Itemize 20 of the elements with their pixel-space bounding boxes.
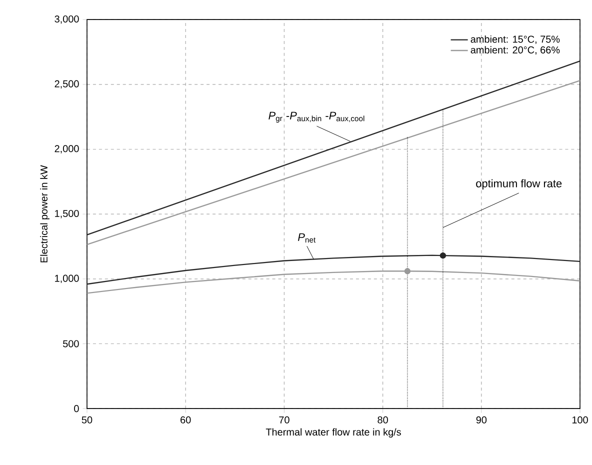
y-tick-label: 0 — [74, 405, 79, 412]
annotation: optimum flow rate — [476, 179, 562, 190]
x-axis-title: Thermal water flow rate in kg/s — [266, 428, 401, 438]
y-tick-label: 2,000 — [54, 145, 79, 154]
x-tick-label: 80 — [378, 416, 388, 424]
y-tick-label: 500 — [63, 340, 79, 348]
x-tick-label: 90 — [476, 416, 487, 424]
annotation: P$_{gr}$ -P$_{aux,bin}$ -P$_{aux,cool}$ — [268, 112, 364, 123]
y-tick-label: 2,500 — [54, 80, 79, 89]
y-axis-title: Electrical power in kW — [40, 165, 50, 262]
x-tick-label: 100 — [572, 416, 588, 424]
y-tick-label: 3,000 — [54, 15, 79, 24]
x-tick-label: 50 — [82, 416, 92, 424]
annotation: P$_{net}$ — [298, 233, 316, 243]
y-tick-label: 1,000 — [55, 274, 79, 284]
legend-label: ambient: 15°C, 75% — [470, 35, 560, 44]
y-tick-label: 1,500 — [55, 210, 79, 218]
x-tick-label: 70 — [279, 416, 290, 424]
legend-label: ambient: 20°C, 66% — [470, 46, 560, 55]
x-tick-label: 60 — [180, 416, 191, 424]
